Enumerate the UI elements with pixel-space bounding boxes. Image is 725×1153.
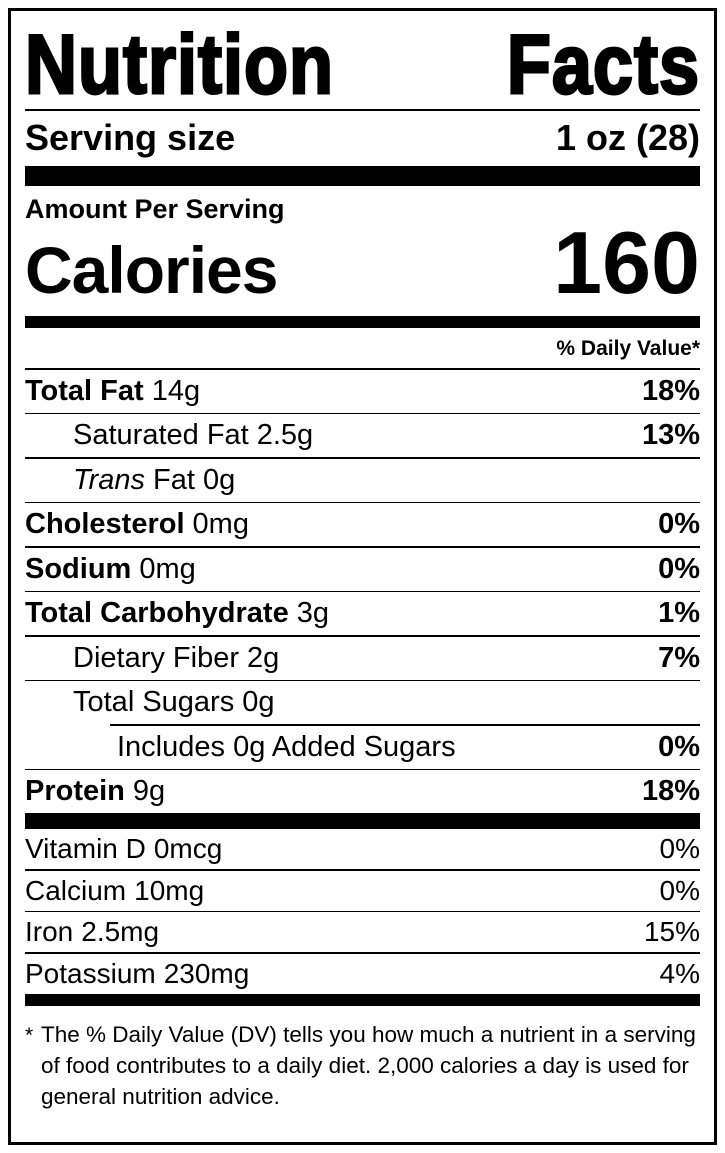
thick-bar-top xyxy=(25,166,700,186)
nutrient-amount: 14g xyxy=(151,374,201,407)
nutrient-amount: 9g xyxy=(132,775,166,807)
footnote-text: The % Daily Value (DV) tells you how muc… xyxy=(41,1021,696,1109)
divider xyxy=(25,457,700,459)
serving-size-label: Serving size xyxy=(25,117,236,158)
vitamin-name: Potassium xyxy=(25,957,156,989)
nutrient-amount: 3g xyxy=(296,597,329,629)
vitamin-name: Calcium xyxy=(25,874,127,906)
nutrient-name: Total Fat xyxy=(25,374,144,407)
divider xyxy=(25,952,700,954)
nutrient-name: Protein xyxy=(25,775,125,807)
divider xyxy=(25,368,700,370)
nutrient-row-trans-fat: Trans Fat 0g xyxy=(25,459,700,502)
title-word-nutrition: Nutrition xyxy=(24,17,334,113)
footnote-asterisk: * xyxy=(25,1023,34,1047)
nutrient-name: Total Sugars xyxy=(73,686,235,718)
nutrient-name: Dietary Fiber xyxy=(73,641,239,674)
nutrient-dv: 13% xyxy=(641,419,700,451)
nutrient-row-cholesterol: Cholesterol 0mg 0% xyxy=(25,503,700,546)
thick-bar-protein xyxy=(25,813,700,829)
thick-bar-calories xyxy=(25,316,700,328)
thick-bar-bottom xyxy=(25,993,700,1006)
nutrient-dv: 1% xyxy=(658,597,700,629)
serving-size-value: 1 oz (28) xyxy=(555,117,700,158)
vitamin-name: Vitamin D xyxy=(25,833,146,864)
title-divider xyxy=(25,109,700,111)
divider xyxy=(25,412,700,414)
vitamin-name: Iron xyxy=(25,916,74,947)
nutrient-name: Total Carbohydrate xyxy=(25,597,289,629)
nutrient-amount: 0mg xyxy=(139,552,196,585)
vitamin-amount: 0mcg xyxy=(153,833,223,864)
nutrient-row-protein: Protein 9g 18% xyxy=(25,770,700,813)
nutrient-dv: 0% xyxy=(658,508,700,540)
calories-value: 160 xyxy=(553,213,700,312)
title-word-facts: Facts xyxy=(506,17,701,113)
divider xyxy=(25,590,700,592)
vitamin-row-vitamin-d: Vitamin D 0mcg 0% xyxy=(25,829,700,869)
nutrient-dv: 18% xyxy=(641,374,700,407)
nutrient-amount: 2.5g xyxy=(256,419,314,451)
nutrient-dv: 0% xyxy=(658,730,700,763)
vitamin-amount: 10mg xyxy=(134,874,205,906)
amount-per-serving-label: Amount Per Serving xyxy=(25,194,285,224)
daily-value-footnote: * The % Daily Value (DV) tells you how m… xyxy=(25,1019,700,1112)
nutrient-amount: 0mg xyxy=(192,508,249,540)
divider xyxy=(25,546,700,548)
vitamin-amount: 2.5mg xyxy=(81,916,160,947)
calories-label: Calories xyxy=(25,233,278,307)
nutrient-row-sodium: Sodium 0mg 0% xyxy=(25,548,700,591)
divider-indented xyxy=(110,724,700,726)
label-title: Nutrition Facts xyxy=(24,14,701,116)
divider xyxy=(25,501,700,503)
nutrient-row-total-fat: Total Fat 14g 18% xyxy=(25,370,700,413)
nutrient-name: Cholesterol xyxy=(25,508,185,540)
divider xyxy=(25,869,700,871)
nutrient-row-total-sugars: Total Sugars 0g xyxy=(25,681,700,724)
vitamin-dv: 0% xyxy=(659,874,700,906)
serving-size-row: Serving size 1 oz (28) xyxy=(25,111,700,166)
vitamin-dv: 4% xyxy=(659,957,700,989)
calories-row: Calories 160 xyxy=(25,213,700,316)
nutrient-name: Saturated Fat xyxy=(73,419,249,451)
daily-value-header: % Daily Value* xyxy=(556,337,700,360)
nutrient-row-total-carbohydrate: Total Carbohydrate 3g 1% xyxy=(25,592,700,635)
divider xyxy=(25,768,700,770)
vitamin-row-potassium: Potassium 230mg 4% xyxy=(25,954,700,994)
nutrient-dv: 18% xyxy=(641,775,700,807)
divider xyxy=(25,635,700,637)
vitamin-row-calcium: Calcium 10mg 0% xyxy=(25,871,700,911)
nutrient-row-dietary-fiber: Dietary Fiber 2g 7% xyxy=(25,637,700,680)
nutrient-dv: 0% xyxy=(658,552,700,585)
nutrient-row-saturated-fat: Saturated Fat 2.5g 13% xyxy=(25,414,700,457)
vitamin-dv: 0% xyxy=(659,833,700,864)
nutrition-facts-label: Nutrition Facts Serving size 1 oz (28) A… xyxy=(8,8,717,1145)
nutrient-amount: Fat 0g xyxy=(152,463,236,496)
vitamin-row-iron: Iron 2.5mg 15% xyxy=(25,912,700,952)
divider xyxy=(25,679,700,681)
vitamin-amount: 230mg xyxy=(163,957,250,989)
nutrient-amount: 0g xyxy=(242,686,275,718)
vitamin-dv: 15% xyxy=(643,916,700,947)
divider xyxy=(25,910,700,912)
nutrient-amount: 2g xyxy=(247,641,280,674)
nutrient-name: Trans xyxy=(73,463,145,496)
nutrient-name: Sodium xyxy=(25,552,132,585)
nutrient-row-added-sugars: Includes 0g Added Sugars 0% xyxy=(25,726,700,769)
nutrient-dv: 7% xyxy=(658,641,700,674)
nutrient-name: Includes 0g Added Sugars xyxy=(117,730,456,763)
